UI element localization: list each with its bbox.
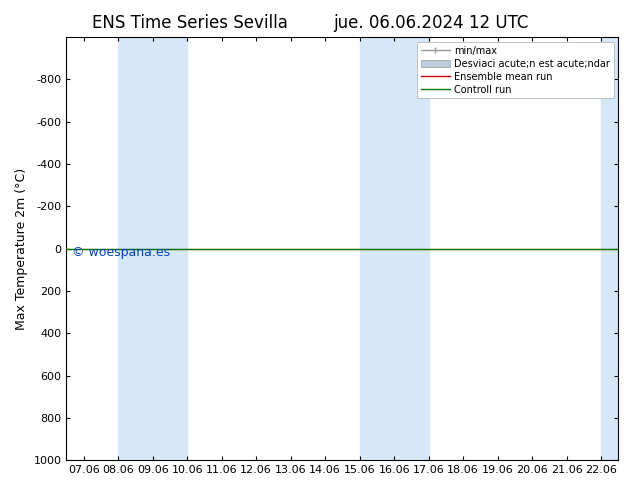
Bar	[118, 37, 187, 460]
Bar	[601, 37, 618, 460]
Text: ENS Time Series Sevilla: ENS Time Series Sevilla	[93, 14, 288, 32]
Legend: min/max, Desviaci acute;n est acute;ndar, Ensemble mean run, Controll run: min/max, Desviaci acute;n est acute;ndar…	[417, 42, 614, 98]
Y-axis label: Max Temperature 2m (°C): Max Temperature 2m (°C)	[15, 168, 28, 330]
Text: © woespana.es: © woespana.es	[72, 246, 170, 260]
Bar	[359, 37, 429, 460]
Text: jue. 06.06.2024 12 UTC: jue. 06.06.2024 12 UTC	[333, 14, 529, 32]
